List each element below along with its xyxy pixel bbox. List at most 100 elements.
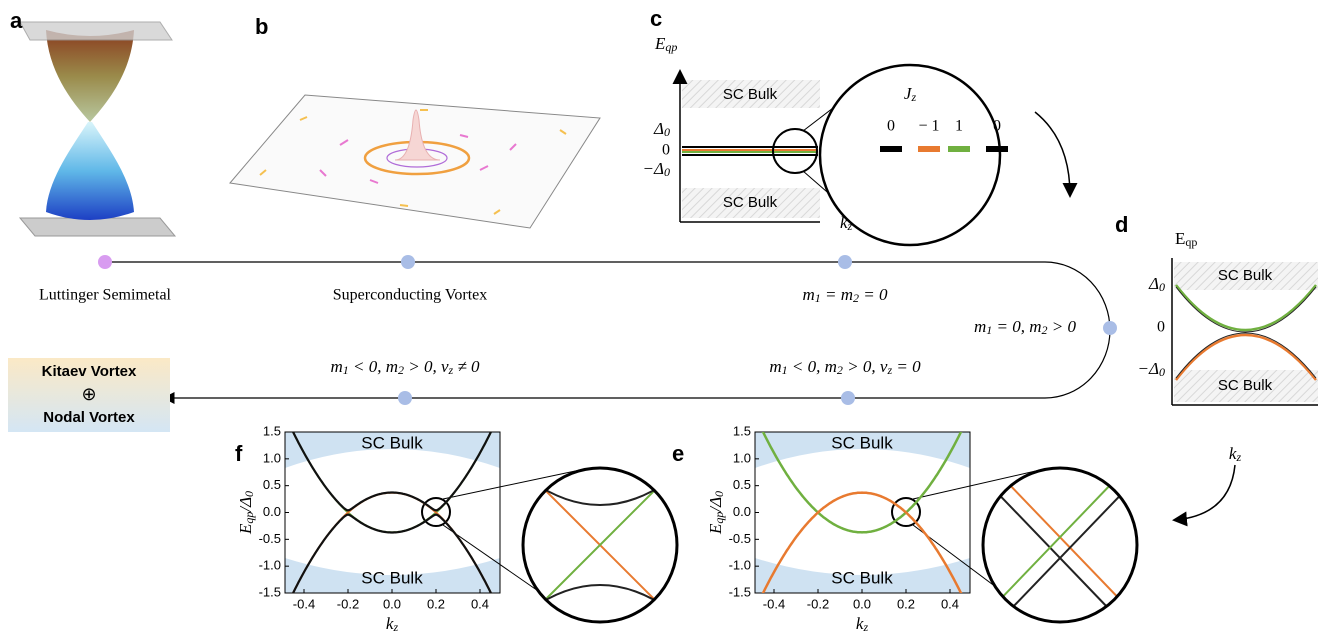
y-tick-label: -1.5 bbox=[259, 584, 281, 599]
band-curve bbox=[291, 432, 493, 512]
x-tick-label: 0.2 bbox=[897, 596, 915, 611]
result-label: ⊕ bbox=[81, 384, 96, 404]
x-axis-label-part: k bbox=[1229, 444, 1237, 463]
inset-title-part: z bbox=[910, 90, 916, 104]
x-tick-label: 0.4 bbox=[941, 596, 959, 611]
y-axis-label-part: /Δ bbox=[706, 497, 725, 513]
condition-label-part: ≠ 0 bbox=[453, 357, 480, 376]
y-axis-label-part: qp bbox=[712, 512, 726, 524]
x-axis-label-part: z bbox=[1235, 450, 1241, 464]
condition-label-part: 2 bbox=[853, 291, 859, 305]
node-label: Superconducting Vortex bbox=[333, 287, 488, 304]
level-label-part: Δ bbox=[653, 119, 664, 138]
condition-label-part: z bbox=[886, 363, 892, 377]
condition-label-part: = m bbox=[821, 285, 853, 304]
panel-label: c bbox=[650, 6, 662, 31]
y-axis-label-part: E bbox=[236, 523, 255, 535]
result-label: Nodal Vortex bbox=[43, 409, 135, 426]
jz-label: 1 bbox=[955, 118, 963, 135]
condition-label-part: = 0 bbox=[892, 357, 921, 376]
condition-label-part: m bbox=[802, 285, 814, 304]
level-label: Δ0 bbox=[653, 119, 670, 139]
level-label-part: Δ bbox=[1148, 274, 1159, 293]
level-label-part: −Δ bbox=[643, 159, 664, 178]
x-axis-label: kz bbox=[840, 213, 853, 233]
band-curve bbox=[761, 491, 963, 593]
condition-label-part: = 0 bbox=[859, 285, 888, 304]
y-tick-label: 1.0 bbox=[263, 450, 281, 465]
x-axis-label-part: z bbox=[392, 620, 398, 634]
condition-label-part: 2 bbox=[398, 363, 404, 377]
panel-label: b bbox=[255, 14, 268, 39]
condition-label-part: z bbox=[448, 363, 454, 377]
timeline bbox=[8, 111, 1236, 527]
level-label: −Δ0 bbox=[1138, 359, 1165, 379]
band-plots bbox=[284, 431, 1139, 624]
band-curve bbox=[291, 513, 493, 593]
bulk-label: SC Bulk bbox=[361, 433, 423, 452]
x-tick-label: -0.4 bbox=[763, 596, 785, 611]
panel-d-art bbox=[1171, 258, 1318, 406]
panel-label: a bbox=[10, 8, 23, 33]
inset-title: Jz bbox=[904, 84, 917, 104]
x-axis-label: kz bbox=[1229, 444, 1242, 464]
y-tick-label: 1.0 bbox=[733, 450, 751, 465]
level-label: −Δ0 bbox=[643, 159, 670, 179]
node-label: Luttinger Semimetal bbox=[39, 287, 172, 304]
condition-label-part: < 0, m bbox=[788, 357, 837, 376]
condition-label-part: 1 bbox=[986, 323, 992, 337]
y-tick-label: 0.0 bbox=[263, 504, 281, 519]
x-axis-label-part: k bbox=[386, 614, 394, 633]
bulk-label: SC Bulk bbox=[723, 194, 778, 211]
condition-label-part: > 0 bbox=[1048, 317, 1077, 336]
x-axis-label: kz bbox=[856, 614, 869, 634]
y-tick-label: 0.0 bbox=[733, 504, 751, 519]
condition-label: m1 < 0, m2 > 0, vz = 0 bbox=[769, 357, 921, 377]
bulk-label: SC Bulk bbox=[1218, 377, 1273, 394]
result-label: Kitaev Vortex bbox=[42, 363, 137, 380]
y-axis-label: Eqp/Δ0 bbox=[706, 491, 726, 535]
y-axis-label-part: 0 bbox=[712, 491, 726, 497]
condition-label-part: m bbox=[769, 357, 781, 376]
y-axis-label-part: E bbox=[706, 523, 725, 535]
y-tick-label: 0.5 bbox=[263, 477, 281, 492]
bulk-label: SC Bulk bbox=[361, 568, 423, 587]
panel-a-art bbox=[18, 21, 177, 237]
y-axis-label-part: qp bbox=[242, 512, 256, 524]
condition-label-part: m bbox=[974, 317, 986, 336]
x-axis-label-part: k bbox=[840, 213, 848, 232]
x-axis-label: kz bbox=[386, 614, 399, 634]
x-tick-label: 0.4 bbox=[471, 596, 489, 611]
bulk-label: SC Bulk bbox=[723, 86, 778, 103]
y-tick-label: -0.5 bbox=[729, 531, 751, 546]
band-curves bbox=[291, 432, 493, 593]
x-tick-label: 0.0 bbox=[383, 596, 401, 611]
y-tick-label: 0.5 bbox=[733, 477, 751, 492]
band-curves bbox=[761, 432, 963, 593]
condition-label: m1 < 0, m2 > 0, vz ≠ 0 bbox=[330, 357, 480, 377]
level-label-part: 0 bbox=[664, 165, 670, 179]
y-axis-label-part: E bbox=[654, 34, 666, 53]
level-label-part: 0 bbox=[1159, 280, 1165, 294]
condition-label-part: 2 bbox=[837, 363, 843, 377]
condition-label-part: > 0, v bbox=[404, 357, 449, 376]
y-axis-label-part: qp bbox=[1185, 235, 1197, 249]
condition-label-part: 1 bbox=[782, 363, 788, 377]
y-axis-label-part: E bbox=[1175, 229, 1185, 248]
x-tick-label: -0.2 bbox=[337, 596, 359, 611]
y-axis-label-part: 0 bbox=[242, 491, 256, 497]
inset-title-part: J bbox=[904, 84, 913, 103]
level-label-part: 0 bbox=[1159, 365, 1165, 379]
y-axis-label-part: /Δ bbox=[236, 497, 255, 513]
condition-label-part: > 0, v bbox=[843, 357, 888, 376]
y-tick-label: -1.0 bbox=[729, 558, 751, 573]
x-tick-label: 0.0 bbox=[853, 596, 871, 611]
level-label-part: 0 bbox=[664, 125, 670, 139]
bulk-label: SC Bulk bbox=[1218, 267, 1273, 284]
condition-label-part: = 0, m bbox=[992, 317, 1041, 336]
y-axis-label: Eqp/Δ0 bbox=[236, 491, 256, 535]
x-axis-label-part: k bbox=[856, 614, 864, 633]
jz-label: 0 bbox=[887, 118, 895, 135]
